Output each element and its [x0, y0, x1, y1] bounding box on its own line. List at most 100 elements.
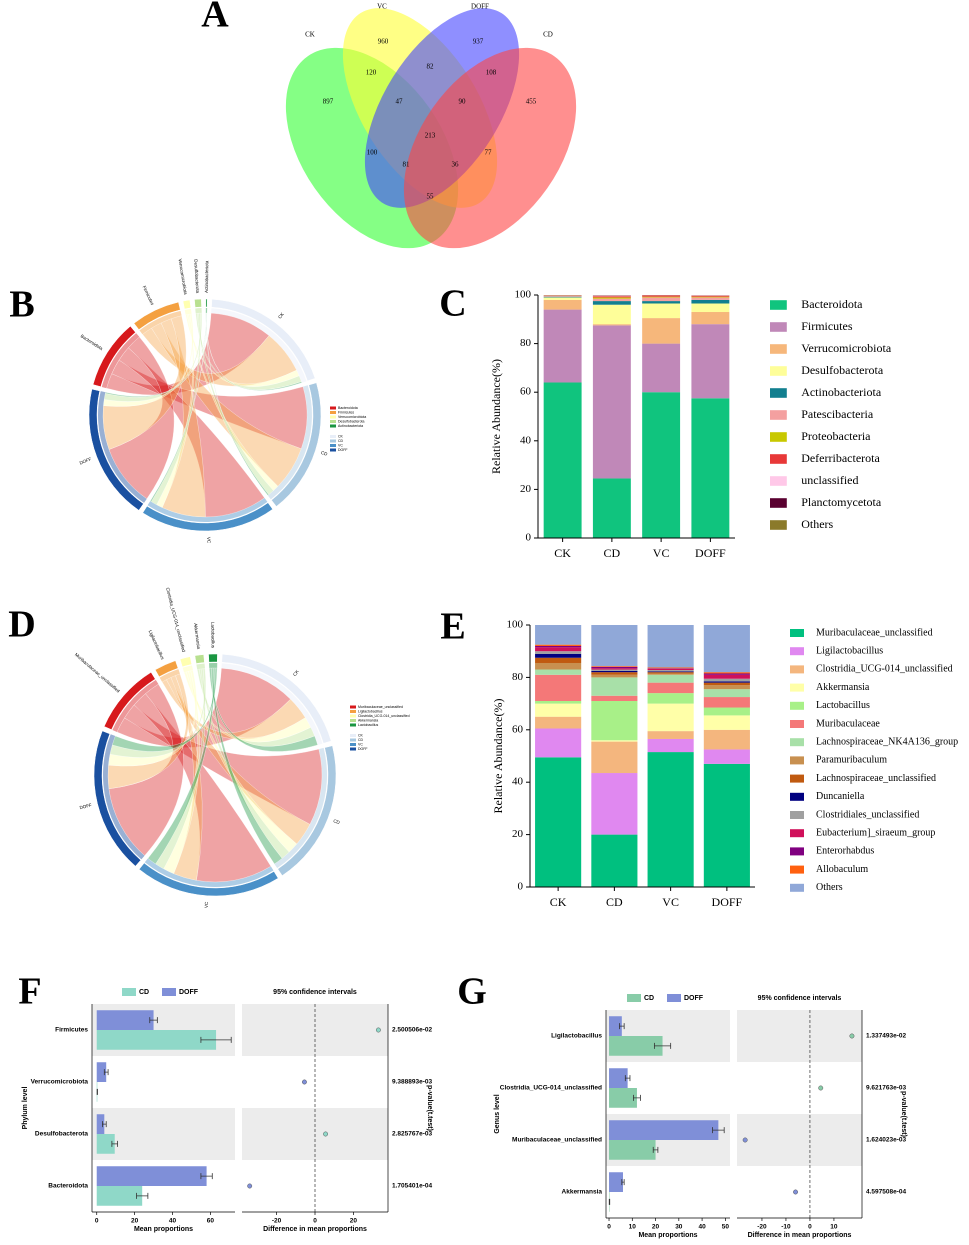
legend-swatch	[627, 994, 641, 1002]
legend-swatch	[330, 411, 336, 414]
legend-label: Firmicutes	[801, 319, 853, 333]
bar-segment	[642, 392, 681, 538]
region-count: 937	[473, 38, 484, 46]
bar-segment	[591, 773, 638, 835]
chord-arc	[154, 660, 179, 678]
bar-segment	[703, 678, 750, 682]
region-count: 77	[485, 149, 493, 157]
venn-set	[403, 47, 577, 249]
set-label: CD	[543, 31, 553, 39]
x2-tick-label: 0	[808, 1224, 812, 1231]
legend-swatch	[330, 406, 336, 410]
x2-tick-label: 0	[313, 1218, 317, 1225]
row-band	[737, 1114, 862, 1166]
chord-ribbon	[198, 668, 290, 859]
chord-arc	[179, 656, 193, 668]
bar-segment	[592, 324, 631, 326]
bar-segment	[703, 689, 750, 698]
legend-label: DOFF	[338, 448, 348, 452]
legend-swatch	[770, 498, 787, 508]
difference-point	[375, 1027, 381, 1033]
panel-letter: F	[18, 971, 41, 1013]
chord-ribbon	[133, 693, 272, 883]
error-bar	[149, 1017, 158, 1024]
region-count: 897	[323, 98, 334, 106]
bar-segment	[642, 303, 681, 319]
bar-segment	[535, 644, 582, 646]
panel-letter: G	[457, 971, 487, 1013]
chord-inner-band	[159, 669, 181, 682]
legend-swatch	[330, 424, 336, 428]
legend-swatch	[790, 720, 804, 728]
error-bar	[200, 1173, 213, 1180]
chord-inner-band	[184, 308, 192, 315]
y-tick-label: 20	[520, 483, 532, 495]
ci-title: 95% confidence intervals	[273, 989, 357, 996]
x-axis-label: Mean proportions	[134, 1226, 193, 1233]
chord-inner-band	[211, 308, 307, 383]
p-value: 2.500506e-02	[392, 1027, 433, 1034]
chord-ribbon	[186, 314, 279, 491]
bar-segment	[642, 295, 681, 297]
mean-bar	[609, 1140, 656, 1160]
x-tick-label: 50	[722, 1224, 730, 1231]
legend-swatch	[790, 774, 804, 783]
bar-segment	[642, 296, 681, 298]
legend-swatch	[350, 723, 356, 727]
chord-inner-band	[205, 308, 208, 314]
y-tick-label: 100	[515, 289, 532, 301]
bar-segment	[647, 671, 694, 673]
region-count: 960	[378, 38, 389, 46]
region-count: 100	[367, 149, 378, 157]
difference-point	[742, 1137, 748, 1143]
bar-segment	[647, 667, 694, 669]
chord-inner-band	[112, 679, 159, 733]
p-value: 9.388893e-03	[392, 1079, 433, 1086]
bar-segment	[691, 324, 730, 399]
legend-label: Clostridiales_unclassified	[816, 809, 919, 820]
chord-label: DOFF	[79, 456, 92, 465]
bar-segment	[535, 700, 582, 704]
legend-label: Desulfobacterota	[338, 419, 365, 423]
bar-segment	[647, 693, 694, 704]
legend-label: Desulfobacterota	[801, 363, 884, 377]
legend-swatch	[790, 756, 804, 765]
legend-label: Verrucomicrobiota	[801, 341, 892, 355]
p-value: 1.337493e-02	[866, 1033, 907, 1040]
chord-label: Desulfobacterota	[193, 259, 200, 294]
chord-inner-band	[195, 308, 202, 314]
legend-label: Others	[816, 882, 843, 893]
chord-arc	[138, 862, 279, 897]
chord-arc	[88, 388, 144, 511]
legend-swatch	[350, 705, 356, 709]
chord-arc	[142, 502, 274, 532]
bar-segment	[703, 749, 750, 764]
chord-arc	[93, 730, 142, 867]
x2-axis-label: Difference in mean proportions	[748, 1232, 852, 1239]
x-tick-label: CD	[604, 546, 621, 560]
p-value: 2.825767e-03	[392, 1131, 433, 1138]
chord-label: CD	[320, 450, 328, 457]
chord-label: CK	[277, 312, 285, 320]
x-tick-label: CD	[606, 895, 623, 909]
chord-inner-band	[103, 734, 145, 860]
legend-swatch	[770, 410, 787, 420]
chord-arc	[205, 298, 208, 308]
panel-letter: B	[9, 284, 34, 326]
category-label: Ligilactobacillus	[551, 1033, 602, 1040]
legend-label: VC	[338, 443, 343, 447]
chord-inner-band	[147, 497, 268, 522]
legend-swatch	[770, 520, 787, 530]
x2-axis-label: Difference in mean proportions	[263, 1226, 367, 1233]
panel-letter: C	[439, 283, 466, 325]
chord-arc	[133, 301, 181, 330]
bar-segment	[535, 757, 582, 887]
error-bar	[619, 1023, 625, 1030]
y-axis-label: Genus level	[494, 1094, 501, 1133]
legend-swatch	[790, 829, 804, 838]
bar-segment	[592, 297, 631, 299]
chord-label: DOFF	[79, 802, 92, 810]
legend-swatch	[770, 344, 787, 354]
category-label: Clostridia_UCG-014_unclassified	[500, 1085, 602, 1092]
legend-label: CK	[358, 733, 364, 737]
